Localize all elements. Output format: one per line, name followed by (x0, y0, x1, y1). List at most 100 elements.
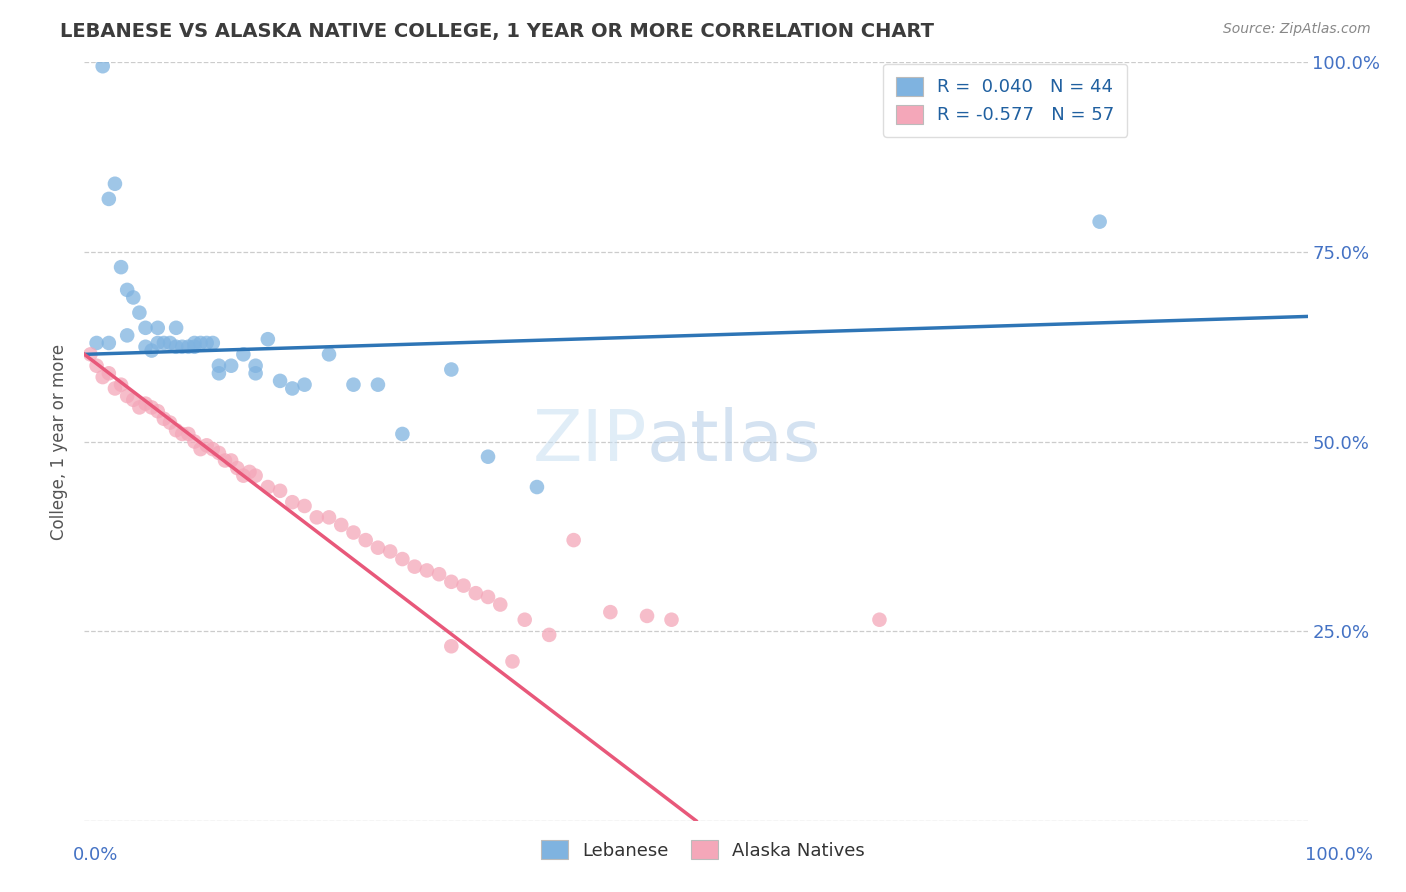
Point (440, 362, 463, 376)
Point (294, 499, 316, 513)
Point (146, 320, 169, 334)
Point (440, 574, 463, 589)
Point (122, 392, 145, 407)
Point (245, 468, 267, 483)
Point (257, 332, 280, 346)
Point (869, 613, 891, 627)
Point (453, 579, 475, 593)
Text: 100.0%: 100.0% (1305, 846, 1372, 863)
Point (153, 335, 176, 350)
Point (562, 533, 585, 548)
Point (115, 389, 138, 403)
Point (269, 483, 291, 498)
Point (232, 468, 254, 483)
Point (489, 598, 512, 612)
Point (661, 613, 683, 627)
Point (477, 590, 499, 604)
Point (526, 480, 548, 494)
Point (440, 639, 463, 653)
Point (122, 291, 145, 305)
Point (245, 359, 267, 373)
Point (141, 343, 163, 358)
Point (128, 401, 150, 415)
Point (165, 340, 187, 354)
Point (91, 370, 114, 384)
Point (238, 465, 260, 479)
Point (477, 450, 499, 464)
Point (86, 335, 108, 350)
Point (183, 335, 205, 350)
Point (115, 283, 138, 297)
Point (367, 377, 389, 392)
Y-axis label: College, 1 year or more: College, 1 year or more (51, 343, 69, 540)
Point (172, 340, 194, 354)
Point (110, 260, 132, 275)
Point (427, 567, 450, 582)
Point (165, 423, 187, 437)
Point (281, 382, 304, 396)
Point (201, 442, 224, 457)
Point (195, 335, 218, 350)
Point (354, 533, 377, 548)
Point (464, 586, 486, 600)
Point (97, 366, 120, 380)
Point (190, 335, 212, 350)
Point (135, 396, 157, 410)
Point (502, 655, 524, 669)
Point (128, 305, 150, 319)
Point (214, 453, 236, 467)
Point (208, 446, 231, 460)
Point (153, 412, 176, 426)
Point (342, 525, 364, 540)
Point (391, 427, 413, 442)
Point (367, 541, 389, 555)
Point (177, 340, 200, 354)
Point (159, 416, 181, 430)
Point (104, 177, 127, 191)
Point (1088, 214, 1111, 228)
Point (208, 366, 231, 380)
Point (245, 366, 267, 380)
Text: ZIP: ZIP (533, 407, 647, 476)
Point (135, 340, 157, 354)
Text: 0.0%: 0.0% (73, 846, 118, 863)
Point (599, 605, 621, 619)
Legend: Lebanese, Alaska Natives: Lebanese, Alaska Natives (534, 833, 872, 867)
Legend: R =  0.040   N = 44, R = -0.577   N = 57: R = 0.040 N = 44, R = -0.577 N = 57 (883, 64, 1128, 137)
Point (404, 559, 426, 574)
Point (97, 335, 120, 350)
Point (146, 404, 169, 418)
Point (226, 461, 249, 475)
Point (110, 377, 132, 392)
Point (513, 613, 536, 627)
Point (159, 335, 181, 350)
Point (177, 427, 200, 442)
Point (208, 359, 231, 373)
Point (318, 347, 340, 361)
Point (416, 564, 439, 578)
Point (195, 438, 218, 452)
Point (232, 347, 254, 361)
Point (380, 544, 402, 558)
Text: Source: ZipAtlas.com: Source: ZipAtlas.com (1223, 22, 1371, 37)
Point (115, 328, 138, 343)
Point (219, 453, 242, 467)
Point (97, 192, 120, 206)
Point (281, 495, 304, 509)
Point (172, 427, 194, 442)
Point (190, 442, 212, 457)
Point (91, 59, 114, 73)
Point (165, 320, 187, 334)
Point (219, 359, 242, 373)
Text: atlas: atlas (647, 407, 821, 476)
Point (330, 517, 353, 532)
Point (183, 340, 205, 354)
Point (146, 335, 169, 350)
Point (135, 320, 157, 334)
Point (183, 434, 205, 449)
Point (636, 608, 658, 623)
Point (104, 382, 127, 396)
Text: LEBANESE VS ALASKA NATIVE COLLEGE, 1 YEAR OR MORE CORRELATION CHART: LEBANESE VS ALASKA NATIVE COLLEGE, 1 YEA… (60, 22, 934, 41)
Point (86, 359, 108, 373)
Point (294, 377, 316, 392)
